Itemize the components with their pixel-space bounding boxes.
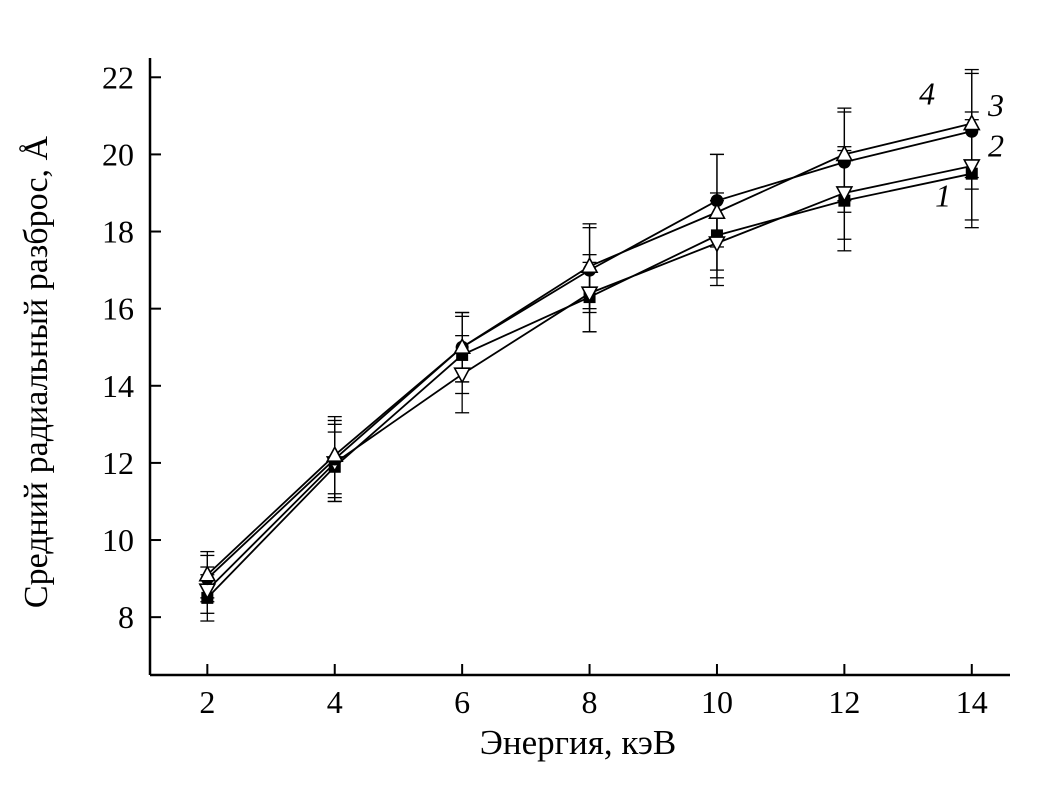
triangle-up-marker-icon	[835, 144, 854, 162]
x-axis-label: Энергия, кэВ	[479, 723, 677, 762]
triangle-down-marker-icon	[453, 367, 471, 384]
series-3-markers: 3	[200, 87, 1004, 586]
circle-marker-icon	[710, 194, 724, 208]
triangle-up-marker-icon	[708, 202, 726, 220]
series-1-lines	[200, 119, 979, 622]
y-axis-label: Средний радиальный разброс, Å	[18, 135, 55, 609]
x-tick-label: 2	[199, 684, 215, 720]
series-label: 4	[919, 75, 935, 111]
series-label: 3	[987, 87, 1004, 123]
series-label: 1	[935, 177, 951, 213]
triangle-up-marker-icon	[580, 256, 599, 274]
series-4-markers: 4	[198, 75, 981, 582]
y-tick-label: 20	[102, 136, 134, 172]
x-tick-label: 6	[454, 684, 470, 720]
y-tick-label: 18	[102, 214, 134, 250]
triangle-down-marker-icon	[580, 286, 599, 303]
triangle-down-marker-icon	[835, 186, 854, 203]
y-ticks: 8 10 12 14 16 18 20 22	[102, 59, 161, 635]
y-tick-label: 14	[102, 368, 134, 404]
series-4-lines	[200, 68, 979, 599]
series-2-markers: 2	[198, 127, 1004, 600]
x-ticks: 2 4 6 8 10 12 14	[199, 664, 988, 720]
triangle-up-marker-icon	[962, 113, 981, 131]
series-label: 2	[988, 127, 1004, 163]
y-tick-label: 22	[102, 59, 134, 95]
triangle-up-marker-icon	[198, 565, 217, 582]
y-tick-label: 8	[118, 599, 134, 635]
triangle-down-marker-icon	[708, 236, 726, 253]
triangle-up-marker-icon	[325, 445, 344, 462]
x-tick-label: 14	[956, 684, 988, 720]
triangle-down-marker-icon	[962, 159, 981, 176]
triangle-up-marker-icon	[453, 337, 471, 355]
y-tick-label: 16	[102, 291, 134, 327]
axes	[148, 58, 1010, 677]
series-2-lines	[200, 111, 979, 614]
series-3-lines	[200, 72, 979, 603]
x-tick-label: 12	[828, 684, 860, 720]
x-tick-label: 8	[582, 684, 598, 720]
y-tick-label: 12	[102, 445, 134, 481]
y-tick-label: 10	[102, 522, 134, 558]
x-tick-label: 10	[701, 684, 733, 720]
x-tick-label: 4	[327, 684, 343, 720]
